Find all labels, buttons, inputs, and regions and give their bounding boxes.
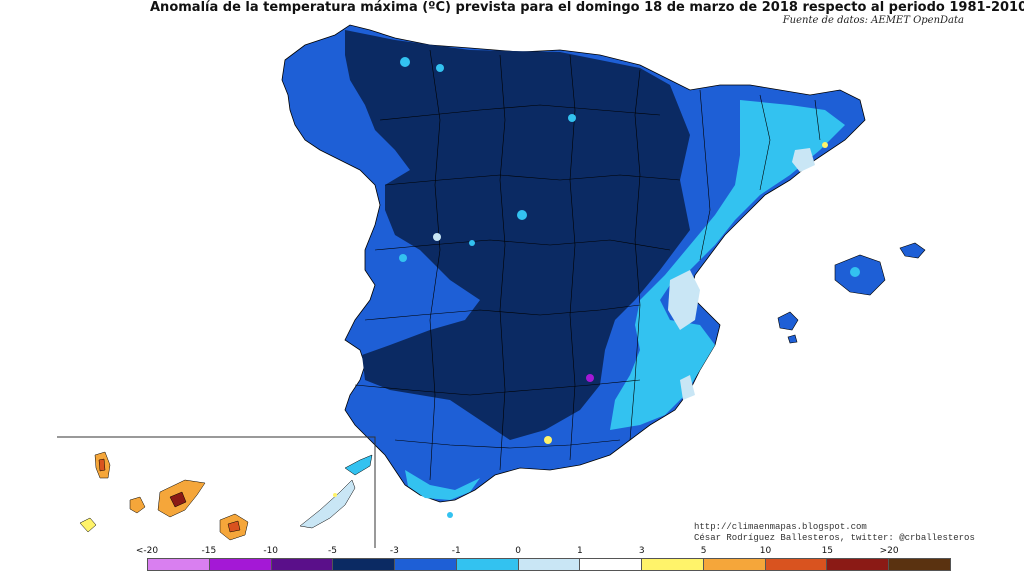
legend-swatch — [456, 559, 519, 570]
credits: http://climaenmapas.blogspot.com César R… — [694, 522, 975, 544]
credits-author: César Rodríguez Ballesteros, twitter: @c… — [694, 533, 975, 543]
local-anomaly-spots — [399, 57, 828, 518]
legend-swatch — [580, 559, 643, 570]
legend-tick-label: 1 — [577, 546, 583, 556]
legend-tick-label: 5 — [700, 546, 707, 556]
canary-islands — [79, 451, 373, 541]
legend-swatch — [642, 559, 704, 570]
map-title: Anomalía de la temperatura máxima (ºC) p… — [150, 0, 1024, 15]
province-borders — [354, 49, 821, 481]
legend-tick-label: -15 — [201, 546, 217, 556]
legend-swatch — [209, 559, 272, 570]
legend-tick-label: -10 — [263, 546, 279, 556]
legend-swatch — [827, 559, 890, 570]
legend-tick-label: >20 — [879, 546, 899, 556]
legend-swatch — [765, 559, 828, 570]
legend-tick-label: -1 — [451, 546, 461, 556]
legend-swatch — [518, 559, 581, 570]
legend-swatch — [395, 559, 457, 570]
pale-patch-alicante — [680, 375, 695, 400]
legend-tick-label: 3 — [638, 546, 645, 556]
legend-swatch — [889, 559, 950, 570]
legend-tick-label: 10 — [759, 546, 772, 556]
south-coast-light-blue — [405, 470, 480, 500]
legend-swatch — [148, 559, 210, 570]
legend-ticks: <-20 -15 -10 -5 -3 -1 0 1 3 5 10 15 >20 — [136, 546, 951, 558]
color-legend — [147, 558, 951, 571]
canary-inset-frame — [57, 436, 376, 548]
legend-tick-label: 15 — [821, 546, 834, 556]
legend-tick-label: -5 — [328, 546, 338, 556]
balearic-islands — [777, 242, 926, 344]
legend-tick-label: 0 — [515, 546, 521, 556]
east-coast-light-blue — [610, 100, 845, 430]
data-source: Fuente de datos: AEMET OpenData — [782, 15, 964, 26]
legend-swatch — [271, 559, 334, 570]
legend-swatch — [333, 559, 396, 570]
legend-tick-label: -3 — [389, 546, 399, 556]
pale-patch-valencia — [668, 270, 700, 330]
credits-url: http://climaenmapas.blogspot.com — [694, 522, 867, 532]
pale-patch-catalonia — [792, 148, 815, 172]
legend-tick-label: <-20 — [135, 546, 159, 556]
legend-swatch — [703, 559, 766, 570]
